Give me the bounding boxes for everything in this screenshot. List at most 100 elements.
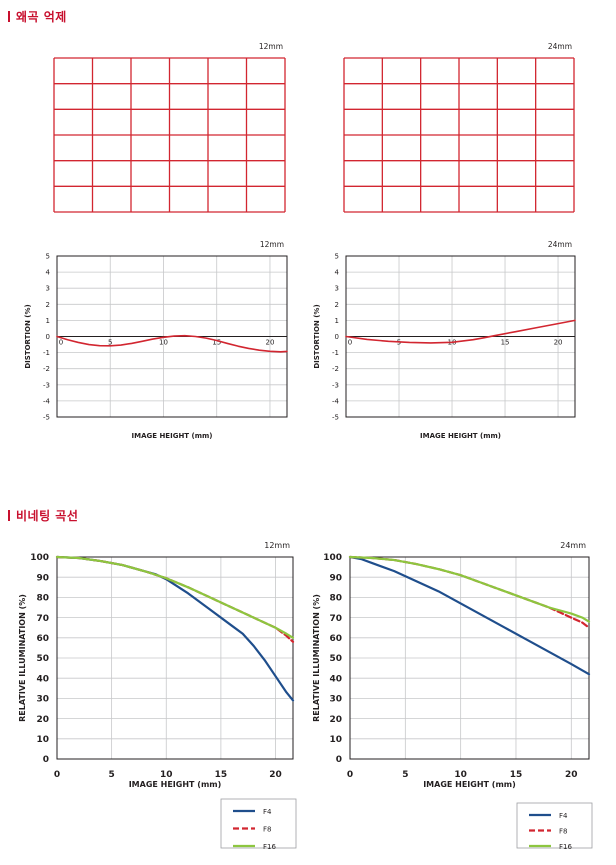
y-tick-label: 0 [46,333,50,341]
chart-focal-label: 24mm [560,541,586,550]
y-tick-label: 0 [43,755,49,765]
y-tick-label: 20 [329,715,342,725]
y-tick-label: 4 [335,269,340,277]
y-axis-label: RELATIVE ILLUMINATION (%) [312,594,321,722]
y-tick-label: 100 [323,553,342,563]
x-tick-label: 15 [212,339,221,347]
y-tick-label: 80 [329,594,342,604]
x-tick-label: 5 [108,770,114,780]
x-tick-label: 0 [59,339,63,347]
series-line-f8 [55,555,295,643]
y-tick-label: 20 [36,715,49,725]
y-tick-label: 4 [46,269,51,277]
y-tick-label: -1 [332,349,339,357]
y-tick-label: -4 [43,397,51,405]
legend-24mm: F4 F8 F16 [516,802,593,851]
y-tick-label: 30 [329,695,342,705]
series-line-f4 [348,555,591,676]
y-tick-label: 10 [329,735,342,745]
section-marker [8,11,10,22]
x-tick-label: 15 [501,339,510,347]
y-tick-label: -2 [332,365,339,373]
legend-label-f8: F8 [559,828,567,836]
y-tick-label: 40 [36,674,49,684]
x-tick-label: 20 [554,339,563,347]
x-tick-label: 20 [565,770,578,780]
plot-frame [56,556,294,760]
legend-box [516,802,593,849]
legend-label-f4: F4 [263,808,272,816]
y-tick-label: -5 [43,413,50,421]
x-tick-label: 20 [269,770,282,780]
y-tick-label: -1 [43,349,50,357]
series-line-f4 [55,555,295,702]
grid-focal-label: 12mm [259,42,283,51]
legend-label-f16: F16 [559,843,572,851]
y-axis-label: DISTORTION (%) [313,304,321,368]
y-tick-label: 0 [335,333,339,341]
x-tick-label: 0 [347,770,353,780]
y-tick-label: 2 [46,301,50,309]
legend-box [220,798,297,849]
x-tick-label: 5 [108,339,112,347]
y-tick-label: 30 [36,695,49,705]
y-tick-label: 90 [36,573,49,583]
distortion-grid-24mm: 24mm [343,42,575,213]
y-tick-label: 90 [329,573,342,583]
y-tick-label: 60 [36,634,49,644]
y-tick-label: 3 [335,285,339,293]
section-marker [8,510,10,521]
chart-focal-label: 12mm [260,240,284,249]
y-tick-label: -5 [332,413,339,421]
grid-focal-label: 24mm [548,42,572,51]
x-tick-label: 10 [160,770,173,780]
y-tick-label: 0 [336,755,342,765]
x-tick-label: 10 [159,339,168,347]
x-axis-label: IMAGE HEIGHT (mm) [129,780,222,789]
y-tick-label: -3 [332,381,339,389]
legend-label-f4: F4 [559,812,568,820]
y-tick-label: 50 [36,654,49,664]
chart-focal-label: 24mm [548,240,572,249]
distortion-curve [345,319,576,344]
y-tick-label: 60 [329,634,342,644]
y-tick-label: 10 [36,735,49,745]
y-tick-label: 1 [46,317,50,325]
distortion-curve [56,334,288,353]
y-tick-label: 100 [30,553,49,563]
legend-label-f16: F16 [263,843,276,851]
y-axis-label: RELATIVE ILLUMINATION (%) [18,594,27,722]
x-tick-label: 15 [215,770,228,780]
legend-label-f8: F8 [263,826,271,834]
y-tick-label: 1 [335,317,339,325]
y-tick-label: 50 [329,654,342,664]
x-axis-label: IMAGE HEIGHT (mm) [132,432,213,440]
x-tick-label: 15 [510,770,523,780]
vignetting-section-title: 비네팅 곡선 [8,507,78,524]
y-axis-label: DISTORTION (%) [24,304,32,368]
y-tick-label: -3 [43,381,50,389]
x-tick-label: 5 [402,770,408,780]
distortion-title-text: 왜곡 억제 [16,10,67,24]
x-tick-label: 0 [54,770,60,780]
plot-frame [349,556,590,760]
series-line-f16 [55,555,295,639]
y-tick-label: -4 [332,397,340,405]
y-tick-label: 70 [36,614,49,624]
x-tick-label: 20 [266,339,275,347]
vignetting-title-text: 비네팅 곡선 [16,509,79,523]
series-line-f16 [348,555,591,623]
x-tick-label: 0 [348,339,352,347]
chart-focal-label: 12mm [264,541,290,550]
x-axis-label: IMAGE HEIGHT (mm) [423,780,516,789]
distortion-section-title: 왜곡 억제 [8,8,67,25]
distortion-grid-12mm: 12mm [53,42,286,213]
y-tick-label: 5 [335,252,339,260]
y-tick-label: 5 [46,252,50,260]
legend-12mm: F4 F8 F16 [220,798,297,851]
